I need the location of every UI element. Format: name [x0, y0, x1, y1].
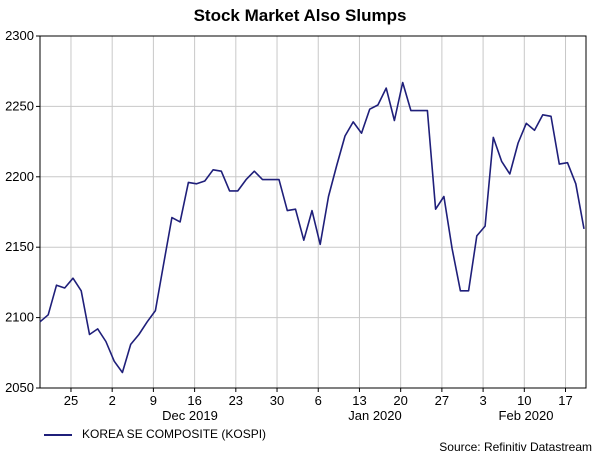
x-tick-label: 25	[64, 393, 78, 408]
x-tick-label: 10	[517, 393, 531, 408]
x-month-label: Feb 2020	[499, 408, 554, 423]
x-month-label: Jan 2020	[348, 408, 402, 423]
x-tick-label: 6	[315, 393, 322, 408]
x-tick-label: 27	[435, 393, 449, 408]
source-note: Source: Refinitiv Datastream	[439, 440, 592, 454]
x-tick-label: 13	[352, 393, 366, 408]
y-tick-label: 2150	[5, 239, 34, 254]
x-tick-label: 9	[150, 393, 157, 408]
legend-swatch	[44, 434, 72, 436]
chart-title: Stock Market Also Slumps	[193, 6, 407, 25]
plot-frame	[39, 35, 587, 389]
series-line-kospi	[39, 81, 585, 374]
x-tick-label: 23	[229, 393, 243, 408]
x-tick-label: 3	[479, 393, 486, 408]
y-tick-label: 2250	[5, 98, 34, 113]
x-month-label: Dec 2019	[162, 408, 218, 423]
y-tick-label: 2100	[5, 310, 34, 325]
y-tick-label: 2200	[5, 169, 34, 184]
legend-label: KOREA SE COMPOSITE (KOSPI)	[82, 427, 267, 441]
x-tick-label: 30	[270, 393, 284, 408]
x-tick-label: 2	[109, 393, 116, 408]
x-tick-label: 20	[393, 393, 407, 408]
x-tick-label: 16	[187, 393, 201, 408]
axes: 2050 2100 2150 2200 2250 2300 25 2 9 16 23 30 6 13 20 2…	[5, 28, 573, 423]
series-layer	[39, 81, 585, 374]
x-tick-label: 17	[558, 393, 572, 408]
y-tick-label: 2300	[5, 28, 34, 43]
y-tick-label: 2050	[5, 380, 34, 395]
